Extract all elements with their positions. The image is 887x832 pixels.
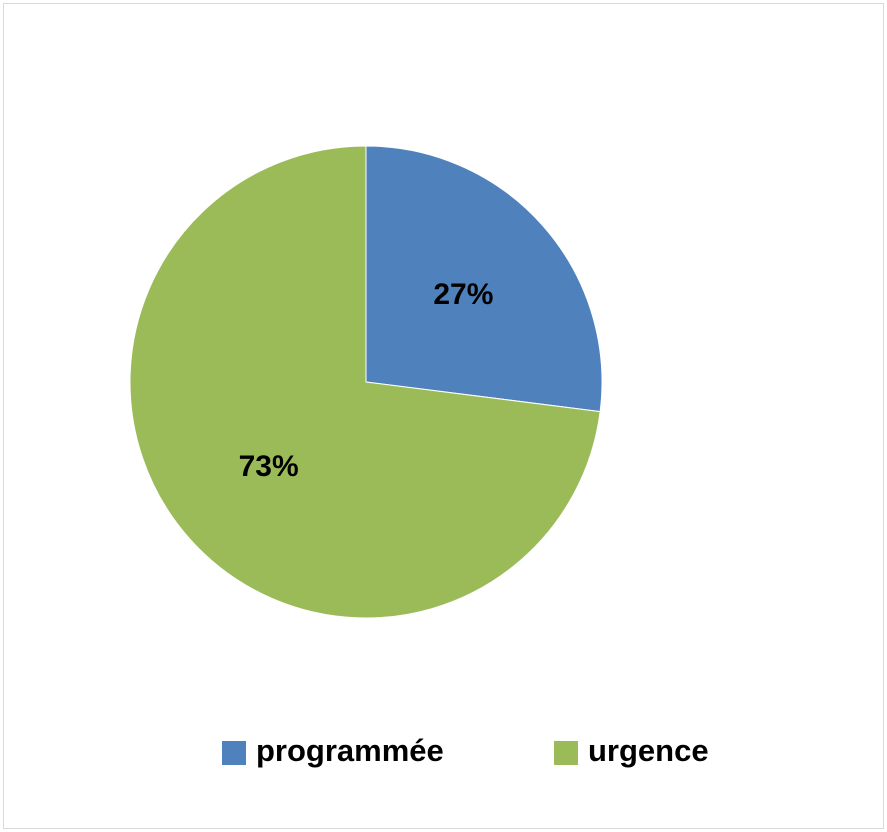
pie-slice [365,145,603,413]
data-label: 73% [239,450,299,483]
data-label: 27% [433,278,493,311]
legend-label: urgence [588,733,709,768]
pie-slice [129,145,601,619]
legend-swatch [222,741,246,765]
legend-label: programmée [256,733,444,768]
legend-swatch [554,741,578,765]
